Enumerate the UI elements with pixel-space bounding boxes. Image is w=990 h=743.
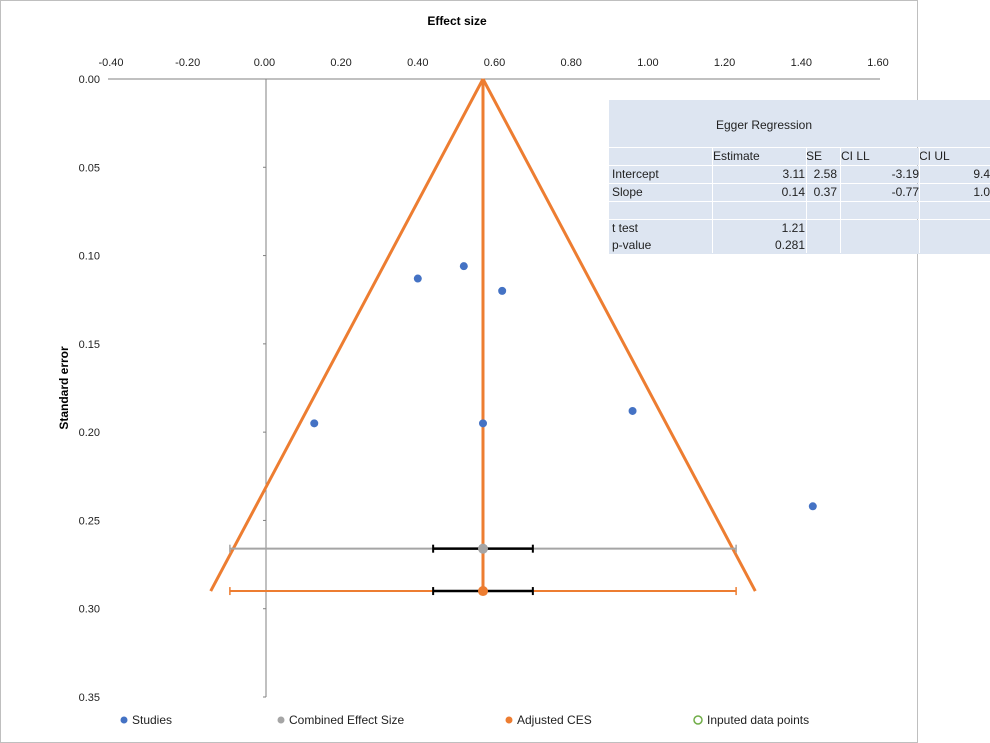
egger-slope-ci-ul: 1.0 [973, 185, 990, 199]
egger-t-test-label: t test [612, 221, 639, 235]
study-point [808, 502, 817, 511]
y-tick-label: 0.30 [79, 604, 100, 616]
adjusted-ces-point [477, 586, 488, 597]
x-tick-label: -0.20 [175, 57, 200, 69]
egger-slope-estimate: 0.14 [781, 185, 805, 199]
egger-row-slope: Slope 0.14 0.37 -0.77 1.0 [609, 184, 990, 201]
egger-row-t-test: t test 1.21 [609, 220, 990, 237]
legend-marker-combined [277, 716, 285, 724]
legend-label-combined: Combined Effect Size [289, 713, 404, 727]
y-tick-label: 0.15 [79, 339, 100, 351]
egger-intercept-estimate: 3.11 [782, 167, 805, 181]
x-tick-labels: -0.40 -0.20 0.00 0.20 0.40 0.60 0.80 1.00 1.20 1.… [98, 57, 888, 69]
egger-header-ci-ll: CI LL [841, 149, 870, 163]
egger-column-headers: Estimate SE CI LL CI UL [609, 148, 990, 165]
egger-intercept-label: Intercept [612, 167, 659, 181]
egger-slope-se: 0.37 [813, 185, 837, 199]
egger-row-p-value: p-value 0.281 [609, 237, 990, 254]
x-tick-label: 1.00 [637, 57, 658, 69]
y-tick-label: 0.10 [79, 251, 100, 263]
x-tick-label: 1.20 [714, 57, 735, 69]
legend-label-studies: Studies [132, 713, 172, 727]
egger-slope-ci-ll: -0.77 [891, 185, 919, 199]
egger-p-value-value: 0.281 [774, 238, 805, 252]
funnel-right-line [481, 78, 757, 592]
legend-marker-imputed [693, 715, 703, 725]
egger-intercept-se: 2.58 [813, 167, 837, 181]
egger-row-blank [609, 202, 990, 219]
egger-intercept-ci-ul: 9.4 [973, 167, 990, 181]
funnel-left-line [209, 78, 485, 592]
y-tick-label: 0.00 [79, 74, 100, 86]
egger-intercept-ci-ll: -3.19 [891, 167, 919, 181]
egger-slope-label: Slope [612, 185, 643, 199]
legend-label-imputed: Inputed data points [707, 713, 809, 727]
x-tick-label: 1.40 [791, 57, 812, 69]
egger-grid-line [919, 147, 920, 253]
study-point [413, 274, 422, 283]
egger-t-test-value: 1.21 [781, 221, 805, 235]
y-tick-label: 0.35 [79, 692, 100, 704]
study-point [459, 262, 468, 271]
legend-marker-studies [120, 716, 128, 724]
x-tick-label: 0.20 [330, 57, 351, 69]
egger-title: Egger Regression [715, 118, 813, 132]
study-point [498, 286, 507, 295]
x-tick-label: 0.00 [254, 57, 275, 69]
x-tick-label: -0.40 [98, 57, 123, 69]
egger-grid-line [712, 147, 713, 253]
egger-header-estimate: Estimate [713, 149, 760, 163]
x-tick-label: 0.60 [484, 57, 505, 69]
study-point [310, 419, 319, 428]
y-tick-label: 0.05 [79, 162, 100, 174]
egger-p-value-label: p-value [612, 238, 652, 252]
study-points [310, 262, 817, 597]
egger-header-se: SE [806, 149, 823, 163]
x-tick-label: 0.40 [407, 57, 428, 69]
x-tick-label: 1.60 [867, 57, 888, 69]
y-axis-title: Standard error [57, 346, 71, 430]
y-tick-labels: 0.00 0.05 0.10 0.15 0.20 0.25 0.30 0.35 [79, 74, 266, 704]
combined-effect-point [477, 543, 488, 554]
egger-grid-line [840, 147, 841, 253]
egger-row-intercept: Intercept 3.11 2.58 -3.19 9.4 [609, 166, 990, 183]
y-tick-label: 0.25 [79, 515, 100, 527]
egger-header-ci-ul: CI UL [919, 149, 950, 163]
x-axis-title: Effect size [427, 14, 487, 28]
legend-label-adjusted: Adjusted CES [517, 713, 592, 727]
study-point [478, 419, 487, 428]
funnel-lines [209, 78, 757, 592]
egger-grid-line [806, 147, 807, 253]
legend-marker-adjusted [505, 716, 513, 724]
chart-legend: Studies Combined Effect Size Adjusted CE… [120, 713, 809, 727]
y-tick-label: 0.20 [79, 427, 100, 439]
egger-regression-table: Egger Regression Estimate SE CI LL CI UL… [609, 100, 990, 254]
study-point [628, 406, 637, 415]
egger-header: Egger Regression [609, 100, 990, 147]
x-tick-label: 0.80 [560, 57, 581, 69]
